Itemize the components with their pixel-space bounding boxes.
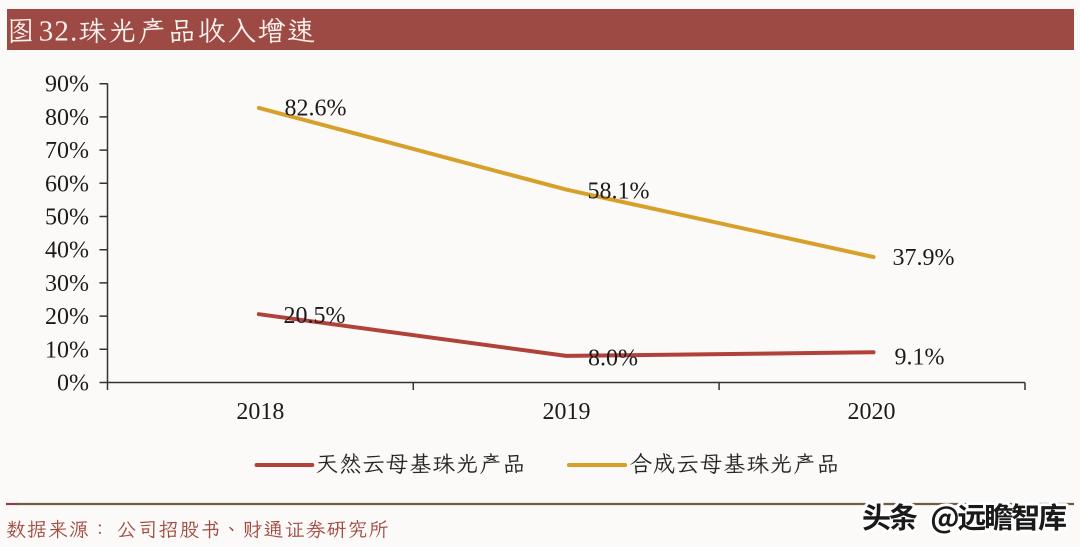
svg-text:60%: 60% [45,171,89,197]
svg-text:2018: 2018 [236,399,284,425]
svg-text:10%: 10% [45,337,89,363]
svg-text:70%: 70% [45,138,89,164]
svg-text:58.1%: 58.1% [588,179,650,205]
svg-text:37.9%: 37.9% [893,245,955,271]
svg-text:8.0%: 8.0% [588,346,638,372]
svg-text:0%: 0% [57,370,89,396]
svg-text:80%: 80% [45,105,89,131]
svg-text:2019: 2019 [543,399,591,425]
svg-text:40%: 40% [45,238,89,264]
svg-text:90%: 90% [45,72,89,98]
svg-text:2020: 2020 [848,399,896,425]
svg-text:20.5%: 20.5% [284,303,346,329]
svg-text:20%: 20% [45,304,89,330]
svg-text:50%: 50% [45,204,89,230]
svg-text:82.6%: 82.6% [285,96,347,122]
svg-text:9.1%: 9.1% [895,345,945,371]
svg-text:30%: 30% [45,271,89,297]
